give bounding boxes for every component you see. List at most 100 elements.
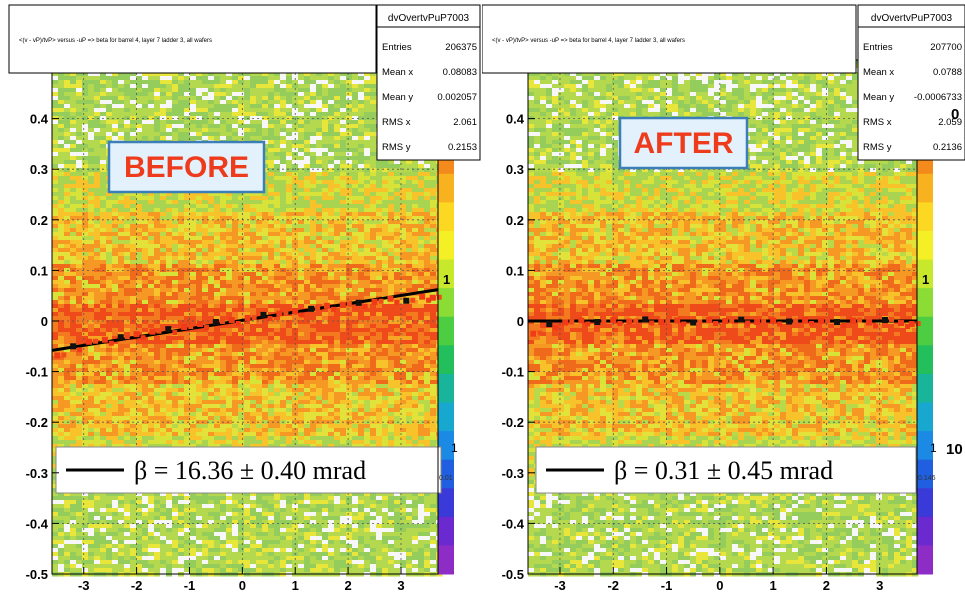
profile-point (601, 319, 606, 324)
profile-point (252, 315, 257, 320)
stats-label: Mean y (863, 92, 894, 103)
stats-label: RMS x (863, 117, 892, 128)
x-tick-label: -2 (131, 578, 143, 593)
profile-point (419, 294, 425, 300)
chart-panel-after: 1 β = 0.31 ± 0.45 mrad 0.146 1 AFTER 0.4 0.3 0.… (482, 0, 965, 594)
profile-point (268, 316, 273, 321)
profile-point (850, 317, 856, 323)
profile-point (204, 325, 209, 330)
x-tick-label: -3 (78, 578, 90, 593)
panel-tag: AFTER (620, 118, 747, 168)
profile-point (172, 330, 177, 335)
stats-value: 206375 (445, 42, 477, 53)
profile-point (546, 321, 552, 327)
profile-point (665, 319, 670, 324)
profile-point (299, 312, 304, 317)
chart-title: <(v - vP)/tvP> versus -uP => beta for ba… (492, 38, 685, 44)
y-tick-label: -0.5 (26, 567, 48, 582)
profile-point (292, 308, 298, 314)
profile-point (916, 321, 921, 326)
profile-point (690, 320, 696, 326)
profile-point (379, 299, 384, 304)
profile-point (109, 341, 114, 346)
stats-value: 0.08083 (443, 67, 477, 78)
profile-point (722, 318, 728, 324)
panel-tag: BEFORE (109, 142, 264, 192)
profile-point (356, 300, 362, 306)
chart-svg: 1 β = 0.31 ± 0.45 mrad 0.146 1 AFTER 0.4 0.3 0.… (482, 0, 965, 594)
profile-point (626, 319, 632, 325)
profile-point (430, 295, 436, 301)
y-tick-label: -0.2 (26, 415, 48, 430)
y-tick-label: -0.4 (26, 516, 49, 531)
profile-point (841, 323, 846, 328)
profile-point (898, 320, 904, 326)
x-tick-label: -1 (184, 578, 196, 593)
profile-point (617, 321, 622, 326)
profile-point (706, 317, 712, 323)
profile-point (697, 320, 702, 325)
profile-point (818, 318, 824, 324)
y-tick-label: -0.5 (502, 567, 524, 582)
profile-point (713, 321, 718, 326)
y-tick-label: 0.3 (30, 162, 48, 177)
profile-point (149, 329, 155, 335)
y-tick-label: 0.1 (30, 263, 48, 278)
x-tick-label: -3 (554, 578, 566, 593)
profile-point (283, 310, 288, 315)
profile-point (610, 317, 616, 323)
profile-point (229, 317, 235, 323)
colorbar-label: 0.146 (918, 475, 936, 482)
profile-point (802, 317, 808, 323)
profile-point (761, 319, 766, 324)
profile-point (786, 319, 792, 325)
profile-point (873, 324, 878, 329)
y-tick-label: 0 (517, 314, 524, 329)
profile-point (61, 352, 66, 357)
profile-point (261, 312, 267, 318)
legend-text: β = 0.31 ± 0.45 mrad (614, 456, 833, 485)
profile-point (649, 320, 654, 325)
profile-point (770, 317, 776, 323)
x-tick-label: 0 (716, 578, 723, 593)
profile-point (834, 319, 840, 325)
colorbar-label: 1 (922, 272, 929, 287)
profile-point (315, 306, 320, 311)
stats-label: RMS y (863, 142, 892, 153)
legend-box: β = 16.36 ± 0.40 mrad (56, 447, 441, 493)
profile-point (54, 352, 60, 358)
profile-point (363, 304, 368, 309)
profile-point (197, 321, 203, 327)
y-tick-label: 0.2 (506, 213, 524, 228)
y-tick-label: 0.4 (506, 112, 525, 127)
y-tick-label: 0.3 (506, 162, 524, 177)
colorbar-label: 0.01 (439, 475, 453, 482)
profile-point (340, 302, 346, 308)
profile-point (562, 320, 568, 326)
profile-point (681, 321, 686, 326)
stats-histogram-name: dvOvertvPuP7003 (871, 13, 953, 24)
x-tick-label: 3 (397, 578, 404, 593)
stats-label: RMS y (382, 142, 411, 153)
profile-point (553, 325, 558, 330)
profile-point (658, 319, 664, 325)
profile-point (308, 306, 314, 312)
profile-point (156, 329, 161, 334)
x-tick-label: 2 (344, 578, 351, 593)
y-tick-label: 0.2 (30, 213, 48, 228)
stats-value: 0.2136 (933, 142, 962, 153)
profile-point (220, 319, 225, 324)
profile-point (738, 316, 744, 322)
colorbar-label: 1 (451, 441, 458, 455)
stats-value: -0.0006733 (914, 92, 962, 103)
profile-point (594, 319, 600, 325)
profile-point (118, 334, 124, 340)
profile-point (102, 337, 108, 343)
x-tick-label: 1 (770, 578, 777, 593)
stats-value: 0.0788 (933, 67, 962, 78)
profile-point (93, 339, 98, 344)
x-tick-label: -1 (661, 578, 673, 593)
profile-point (530, 331, 536, 337)
profile-point (188, 324, 193, 329)
